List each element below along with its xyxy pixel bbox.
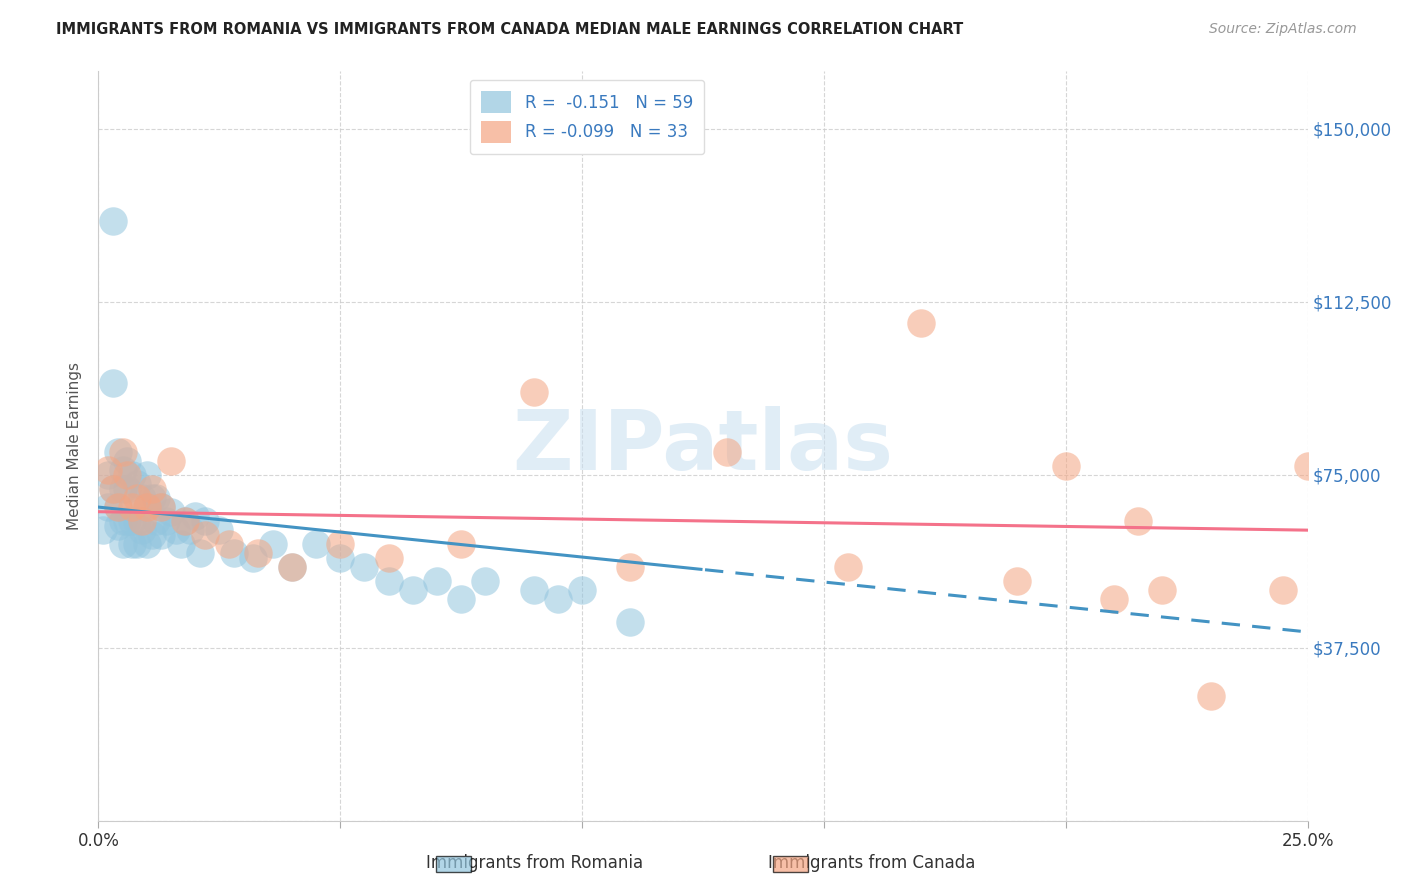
Point bbox=[1054, 458, 1077, 473]
Point bbox=[155, 514, 177, 528]
Point bbox=[188, 546, 211, 560]
Point bbox=[135, 500, 157, 514]
Point bbox=[910, 316, 932, 330]
Point bbox=[305, 537, 328, 551]
Point bbox=[107, 500, 129, 514]
Point bbox=[1272, 583, 1295, 598]
Point bbox=[281, 560, 304, 574]
Point bbox=[121, 514, 143, 528]
Text: Source: ZipAtlas.com: Source: ZipAtlas.com bbox=[1209, 22, 1357, 37]
Point bbox=[135, 500, 157, 514]
Point bbox=[121, 467, 143, 482]
Point bbox=[141, 482, 163, 496]
Point bbox=[247, 546, 270, 560]
Point bbox=[127, 477, 149, 491]
Point bbox=[117, 467, 139, 482]
Point bbox=[101, 376, 124, 390]
Point bbox=[97, 467, 120, 482]
Point bbox=[426, 574, 449, 588]
Point bbox=[160, 505, 183, 519]
Point bbox=[135, 537, 157, 551]
Point bbox=[107, 444, 129, 458]
Point bbox=[135, 467, 157, 482]
Point bbox=[127, 514, 149, 528]
Point bbox=[145, 491, 167, 505]
Point bbox=[101, 482, 124, 496]
Point bbox=[402, 583, 425, 598]
Point bbox=[169, 537, 191, 551]
Point bbox=[91, 523, 114, 537]
Point bbox=[1128, 514, 1150, 528]
Point bbox=[97, 500, 120, 514]
Point bbox=[194, 528, 217, 542]
Point bbox=[111, 482, 134, 496]
Point bbox=[111, 537, 134, 551]
Point bbox=[111, 514, 134, 528]
Point bbox=[837, 560, 859, 574]
Point bbox=[121, 537, 143, 551]
Point bbox=[179, 523, 201, 537]
Point bbox=[174, 514, 197, 528]
Point bbox=[174, 514, 197, 528]
Point bbox=[131, 514, 153, 528]
Point bbox=[242, 550, 264, 565]
Point bbox=[131, 491, 153, 505]
Legend: R =  -0.151   N = 59, R = -0.099   N = 33: R = -0.151 N = 59, R = -0.099 N = 33 bbox=[470, 79, 704, 154]
Point bbox=[222, 546, 245, 560]
Point bbox=[1152, 583, 1174, 598]
Point bbox=[218, 537, 240, 551]
Point bbox=[150, 500, 173, 514]
Point bbox=[131, 523, 153, 537]
Point bbox=[353, 560, 375, 574]
Point bbox=[281, 560, 304, 574]
Point bbox=[165, 523, 187, 537]
Point bbox=[121, 500, 143, 514]
Point bbox=[150, 500, 173, 514]
Point bbox=[377, 574, 399, 588]
Point bbox=[107, 518, 129, 533]
Point bbox=[377, 550, 399, 565]
Point bbox=[141, 528, 163, 542]
Point bbox=[450, 592, 472, 607]
Point bbox=[329, 550, 352, 565]
Point bbox=[571, 583, 593, 598]
Point bbox=[127, 537, 149, 551]
Point bbox=[184, 509, 207, 524]
Text: Immigrants from Romania: Immigrants from Romania bbox=[426, 855, 643, 872]
Point bbox=[1102, 592, 1125, 607]
Point bbox=[160, 454, 183, 468]
Point bbox=[523, 384, 546, 399]
Point bbox=[547, 592, 569, 607]
Point bbox=[1296, 458, 1319, 473]
Point bbox=[716, 444, 738, 458]
Point bbox=[450, 537, 472, 551]
Point bbox=[101, 214, 124, 228]
Text: ZIPatlas: ZIPatlas bbox=[513, 406, 893, 486]
Y-axis label: Median Male Earnings: Median Male Earnings bbox=[67, 362, 83, 530]
Point bbox=[101, 482, 124, 496]
Text: Immigrants from Canada: Immigrants from Canada bbox=[768, 855, 976, 872]
Point bbox=[117, 482, 139, 496]
Point bbox=[117, 454, 139, 468]
Point bbox=[1007, 574, 1029, 588]
Point bbox=[127, 491, 149, 505]
Point bbox=[619, 615, 641, 630]
Point bbox=[208, 523, 231, 537]
Point bbox=[523, 583, 546, 598]
Point bbox=[111, 444, 134, 458]
Point bbox=[474, 574, 496, 588]
Point bbox=[262, 537, 284, 551]
Point bbox=[150, 528, 173, 542]
Point bbox=[97, 463, 120, 477]
Text: IMMIGRANTS FROM ROMANIA VS IMMIGRANTS FROM CANADA MEDIAN MALE EARNINGS CORRELATI: IMMIGRANTS FROM ROMANIA VS IMMIGRANTS FR… bbox=[56, 22, 963, 37]
Point bbox=[111, 463, 134, 477]
Point bbox=[141, 491, 163, 505]
Point bbox=[145, 514, 167, 528]
Point bbox=[329, 537, 352, 551]
Point bbox=[194, 514, 217, 528]
Point bbox=[107, 500, 129, 514]
Point bbox=[1199, 689, 1222, 703]
Point bbox=[619, 560, 641, 574]
Point bbox=[117, 514, 139, 528]
